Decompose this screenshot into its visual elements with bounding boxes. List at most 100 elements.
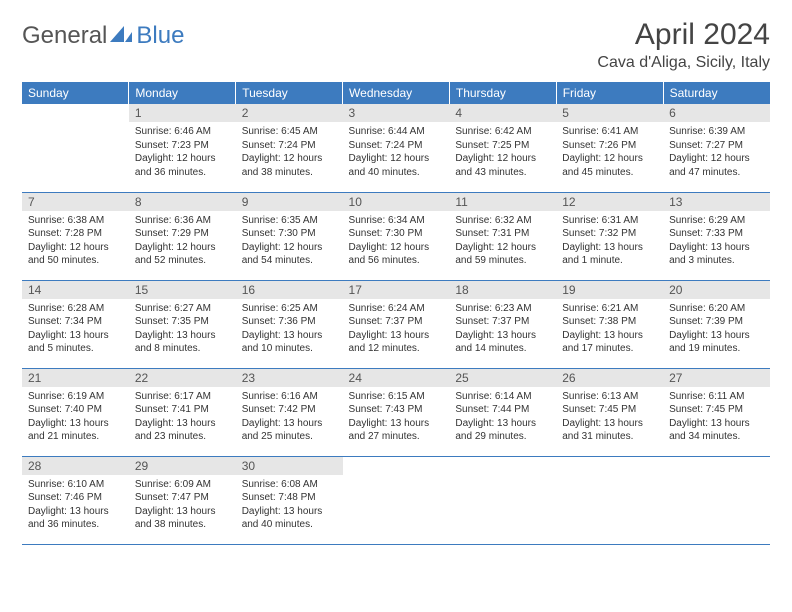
day-number: 11 [449, 193, 556, 211]
day-number: 16 [236, 281, 343, 299]
daylight-text: Daylight: 13 hours and 3 minutes. [669, 241, 764, 268]
daylight-text: Daylight: 13 hours and 12 minutes. [349, 329, 444, 356]
calendar-day-cell: 13Sunrise: 6:29 AMSunset: 7:33 PMDayligh… [663, 192, 770, 280]
sunrise-text: Sunrise: 6:24 AM [349, 302, 444, 316]
day-details: Sunrise: 6:45 AMSunset: 7:24 PMDaylight:… [236, 122, 343, 182]
calendar-header: SundayMondayTuesdayWednesdayThursdayFrid… [22, 82, 770, 104]
sunrise-text: Sunrise: 6:16 AM [242, 390, 337, 404]
sunrise-text: Sunrise: 6:29 AM [669, 214, 764, 228]
sunset-text: Sunset: 7:40 PM [28, 403, 123, 417]
day-number: 3 [343, 104, 450, 122]
daylight-text: Daylight: 12 hours and 50 minutes. [28, 241, 123, 268]
sunset-text: Sunset: 7:47 PM [135, 491, 230, 505]
calendar-day-cell: 23 Sunrise: 6:16 AMSunset: 7:42 PMDayligh… [236, 368, 343, 456]
brand-sail-icon [110, 24, 132, 49]
calendar-day-cell: . [449, 456, 556, 544]
daylight-text: Daylight: 13 hours and 29 minutes. [455, 417, 550, 444]
sunrise-text: Sunrise: 6:14 AM [455, 390, 550, 404]
calendar-day-cell: . [343, 456, 450, 544]
daylight-text: Daylight: 12 hours and 36 minutes. [135, 152, 230, 179]
daylight-text: Daylight: 12 hours and 54 minutes. [242, 241, 337, 268]
day-number: 19 [556, 281, 663, 299]
sunset-text: Sunset: 7:23 PM [135, 139, 230, 153]
sunset-text: Sunset: 7:37 PM [455, 315, 550, 329]
day-number: 26 [556, 369, 663, 387]
day-number: 6 [663, 104, 770, 122]
calendar-day-cell: 20Sunrise: 6:20 AMSunset: 7:39 PMDayligh… [663, 280, 770, 368]
day-details: Sunrise: 6:15 AMSunset: 7:43 PMDaylight:… [343, 387, 450, 447]
sunset-text: Sunset: 7:42 PM [242, 403, 337, 417]
day-number: 24 [343, 369, 450, 387]
sunset-text: Sunset: 7:31 PM [455, 227, 550, 241]
daylight-text: Daylight: 13 hours and 38 minutes. [135, 505, 230, 532]
sunrise-text: Sunrise: 6:27 AM [135, 302, 230, 316]
calendar-day-cell: 29Sunrise: 6:09 AMSunset: 7:47 PMDayligh… [129, 456, 236, 544]
day-details: Sunrise: 6:23 AMSunset: 7:37 PMDaylight:… [449, 299, 556, 359]
calendar-day-cell: 28Sunrise: 6:10 AMSunset: 7:46 PMDayligh… [22, 456, 129, 544]
day-details: Sunrise: 6:27 AMSunset: 7:35 PMDaylight:… [129, 299, 236, 359]
calendar-week-row: 21Sunrise: 6:19 AMSunset: 7:40 PMDayligh… [22, 368, 770, 456]
day-number: 13 [663, 193, 770, 211]
sunset-text: Sunset: 7:35 PM [135, 315, 230, 329]
weekday-header: Tuesday [236, 82, 343, 104]
daylight-text: Daylight: 12 hours and 38 minutes. [242, 152, 337, 179]
calendar-body: .1Sunrise: 6:46 AMSunset: 7:23 PMDayligh… [22, 104, 770, 544]
daylight-text: Daylight: 13 hours and 25 minutes. [242, 417, 337, 444]
day-number: 10 [343, 193, 450, 211]
weekday-header: Saturday [663, 82, 770, 104]
daylight-text: Daylight: 13 hours and 36 minutes. [28, 505, 123, 532]
daylight-text: Daylight: 12 hours and 56 minutes. [349, 241, 444, 268]
calendar-table: SundayMondayTuesdayWednesdayThursdayFrid… [22, 82, 770, 545]
day-number: 30 [236, 457, 343, 475]
day-details: Sunrise: 6:09 AMSunset: 7:47 PMDaylight:… [129, 475, 236, 535]
sunrise-text: Sunrise: 6:20 AM [669, 302, 764, 316]
day-details: Sunrise: 6:36 AMSunset: 7:29 PMDaylight:… [129, 211, 236, 271]
day-details: Sunrise: 6:17 AMSunset: 7:41 PMDaylight:… [129, 387, 236, 447]
day-number: 7 [22, 193, 129, 211]
sunrise-text: Sunrise: 6:36 AM [135, 214, 230, 228]
calendar-week-row: .1Sunrise: 6:46 AMSunset: 7:23 PMDayligh… [22, 104, 770, 192]
brand-logo: General Blue [22, 18, 184, 50]
day-number: 29 [129, 457, 236, 475]
sunset-text: Sunset: 7:24 PM [242, 139, 337, 153]
day-details: Sunrise: 6:35 AMSunset: 7:30 PMDaylight:… [236, 211, 343, 271]
calendar-day-cell: 5Sunrise: 6:41 AMSunset: 7:26 PMDaylight… [556, 104, 663, 192]
calendar-day-cell: 8Sunrise: 6:36 AMSunset: 7:29 PMDaylight… [129, 192, 236, 280]
day-details: Sunrise: 6:39 AMSunset: 7:27 PMDaylight:… [663, 122, 770, 182]
calendar-day-cell: 3Sunrise: 6:44 AMSunset: 7:24 PMDaylight… [343, 104, 450, 192]
sunrise-text: Sunrise: 6:32 AM [455, 214, 550, 228]
day-number: 20 [663, 281, 770, 299]
day-details: Sunrise: 6:29 AMSunset: 7:33 PMDaylight:… [663, 211, 770, 271]
sunset-text: Sunset: 7:44 PM [455, 403, 550, 417]
calendar-day-cell: 22Sunrise: 6:17 AMSunset: 7:41 PMDayligh… [129, 368, 236, 456]
sunset-text: Sunset: 7:30 PM [349, 227, 444, 241]
weekday-header: Monday [129, 82, 236, 104]
sunrise-text: Sunrise: 6:15 AM [349, 390, 444, 404]
sunrise-text: Sunrise: 6:21 AM [562, 302, 657, 316]
sunrise-text: Sunrise: 6:13 AM [562, 390, 657, 404]
sunset-text: Sunset: 7:38 PM [562, 315, 657, 329]
daylight-text: Daylight: 13 hours and 1 minute. [562, 241, 657, 268]
calendar-day-cell: 10Sunrise: 6:34 AMSunset: 7:30 PMDayligh… [343, 192, 450, 280]
calendar-day-cell: 4Sunrise: 6:42 AMSunset: 7:25 PMDaylight… [449, 104, 556, 192]
daylight-text: Daylight: 13 hours and 23 minutes. [135, 417, 230, 444]
weekday-header: Wednesday [343, 82, 450, 104]
daylight-text: Daylight: 12 hours and 40 minutes. [349, 152, 444, 179]
sunset-text: Sunset: 7:36 PM [242, 315, 337, 329]
sunset-text: Sunset: 7:34 PM [28, 315, 123, 329]
calendar-day-cell: 30Sunrise: 6:08 AMSunset: 7:48 PMDayligh… [236, 456, 343, 544]
weekday-header: Thursday [449, 82, 556, 104]
day-number: 23 [236, 369, 343, 387]
calendar-day-cell: . [22, 104, 129, 192]
sunset-text: Sunset: 7:24 PM [349, 139, 444, 153]
calendar-day-cell: 2Sunrise: 6:45 AMSunset: 7:24 PMDaylight… [236, 104, 343, 192]
sunset-text: Sunset: 7:45 PM [669, 403, 764, 417]
day-details: Sunrise: 6:38 AMSunset: 7:28 PMDaylight:… [22, 211, 129, 271]
calendar-day-cell: 27Sunrise: 6:11 AMSunset: 7:45 PMDayligh… [663, 368, 770, 456]
daylight-text: Daylight: 13 hours and 5 minutes. [28, 329, 123, 356]
day-number: 18 [449, 281, 556, 299]
sunrise-text: Sunrise: 6:19 AM [28, 390, 123, 404]
sunset-text: Sunset: 7:46 PM [28, 491, 123, 505]
calendar-day-cell: . [663, 456, 770, 544]
calendar-day-cell: 14Sunrise: 6:28 AMSunset: 7:34 PMDayligh… [22, 280, 129, 368]
